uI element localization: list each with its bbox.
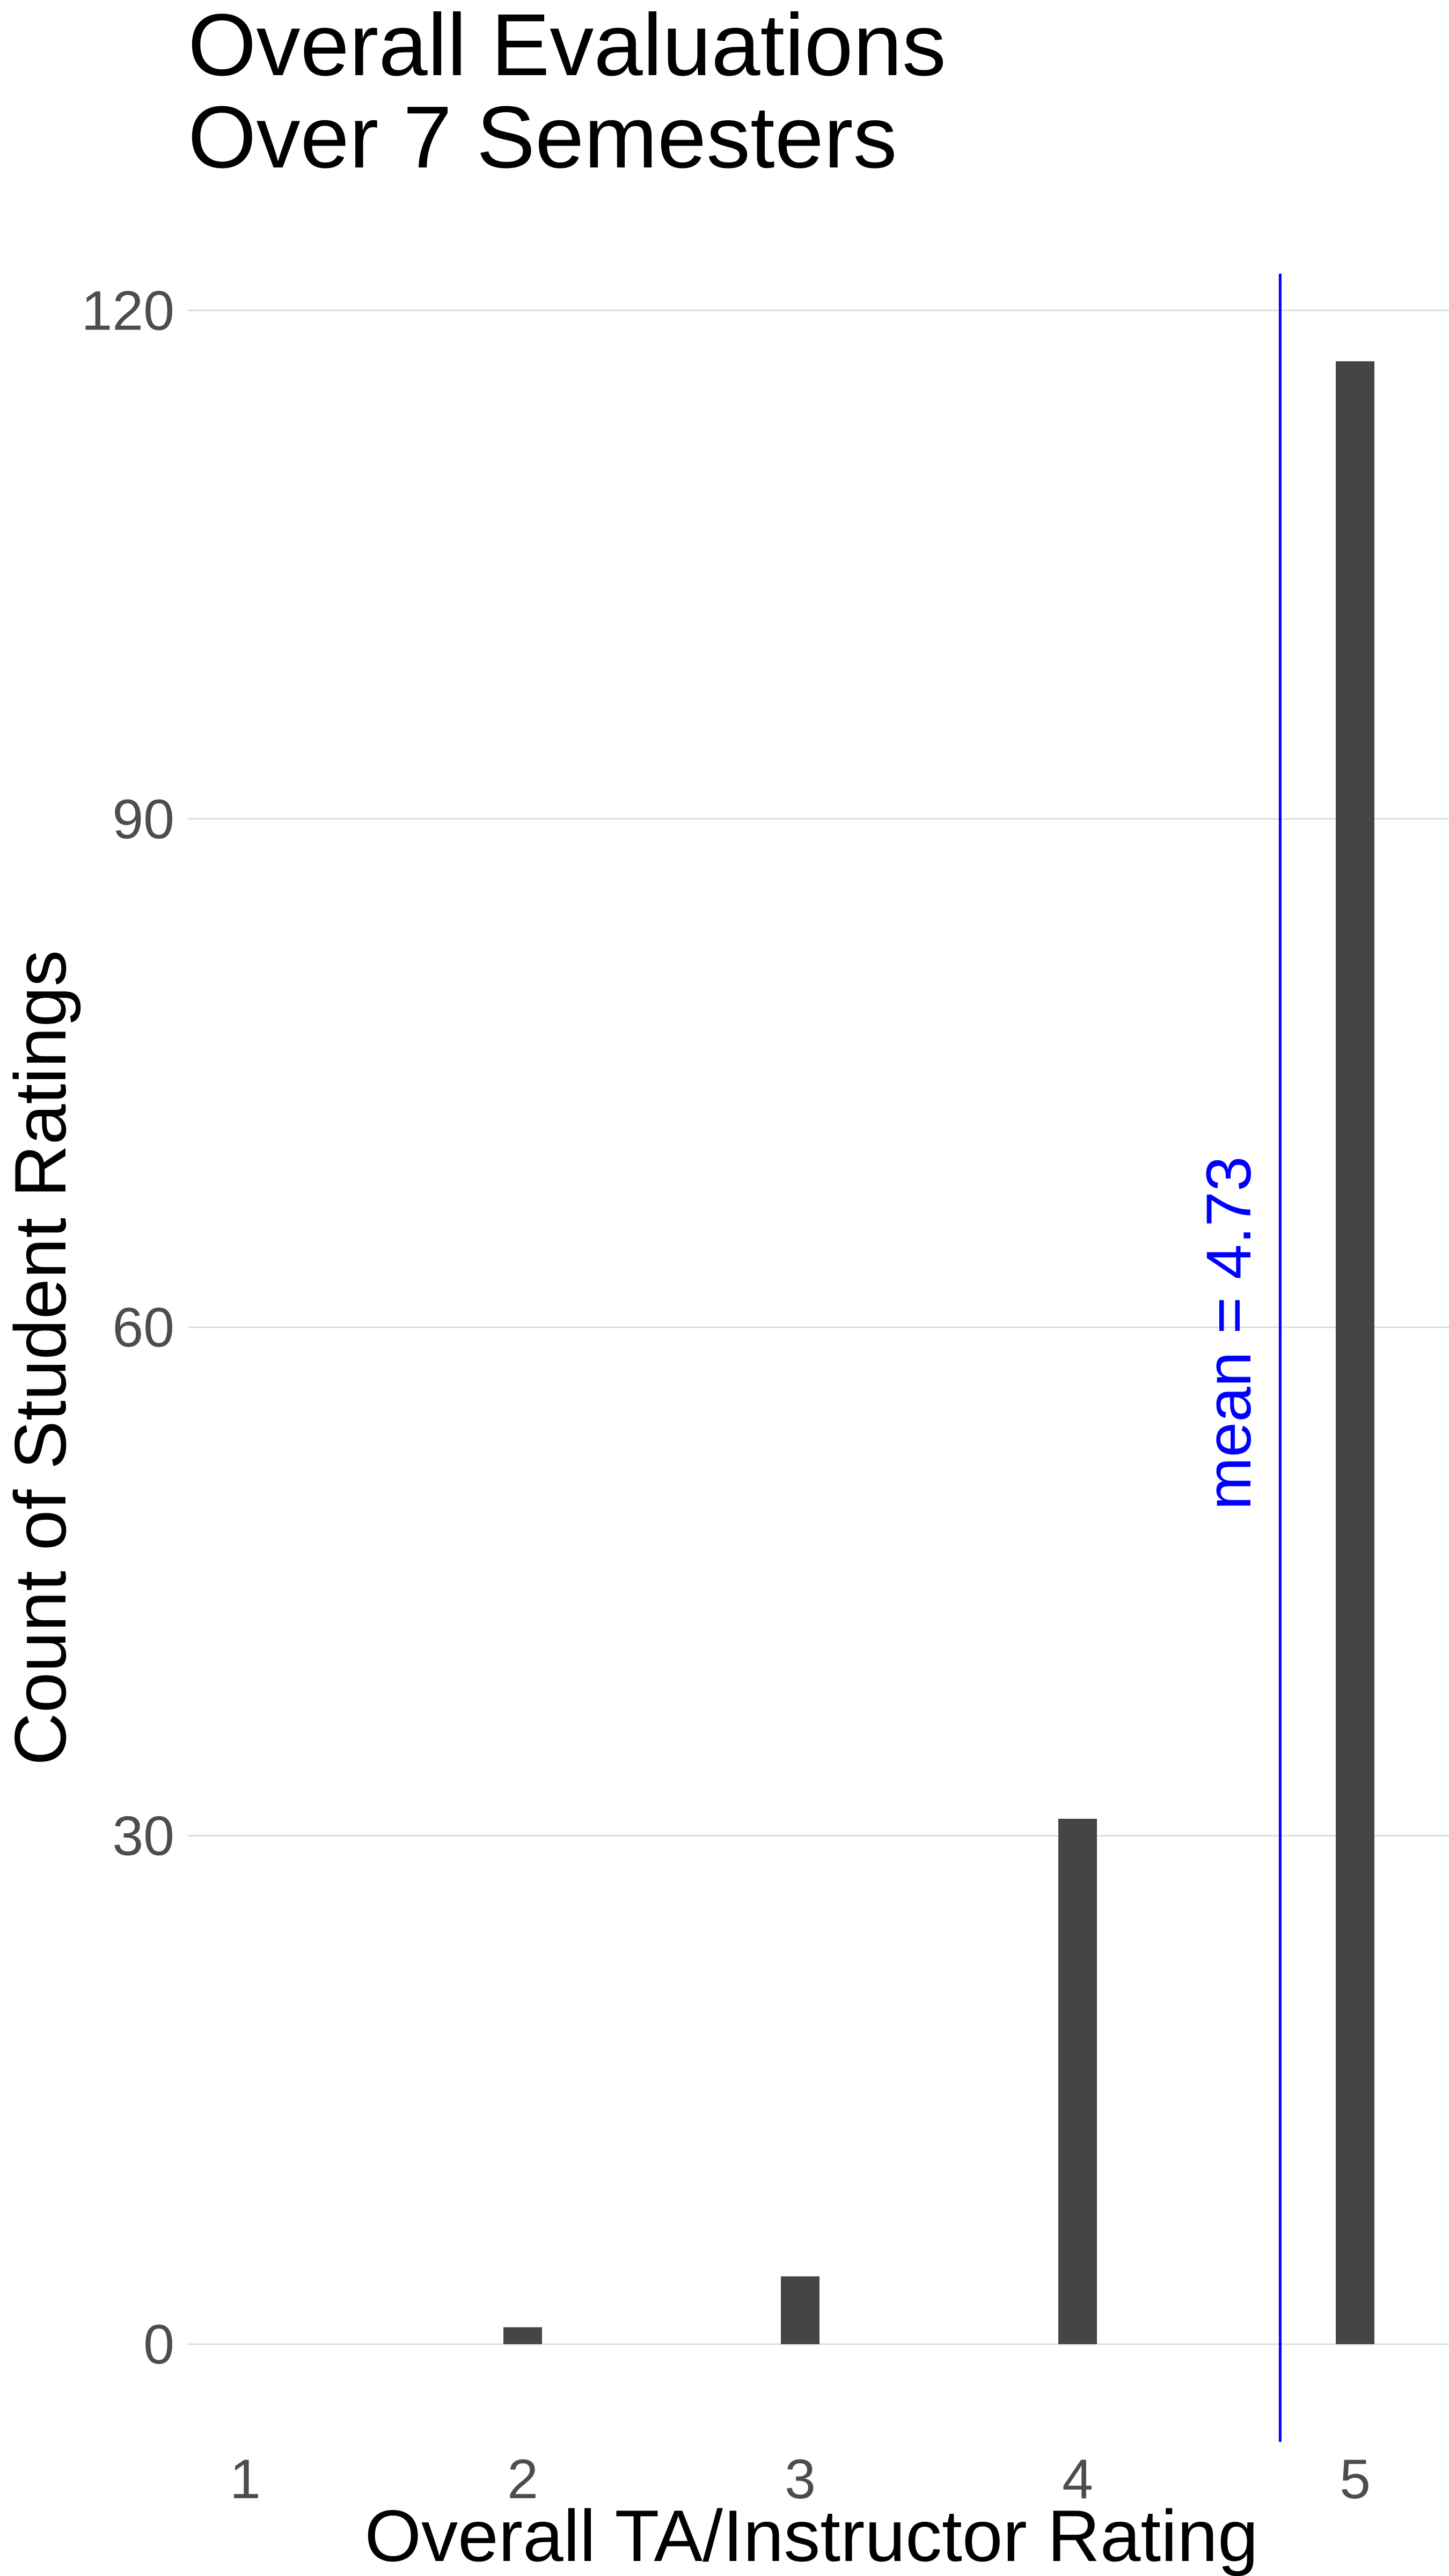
bar-rating-2 [503,2327,542,2344]
chart-title-line-1: Overall Evaluations [188,0,946,94]
mean-label: mean = 4.73 [1194,1156,1264,1510]
bar-rating-4 [1058,1819,1097,2344]
y-axis-ticks: 0 30 60 90 120 [81,280,174,2376]
bar-rating-3 [781,2276,819,2344]
y-tick-label: 90 [112,788,174,851]
x-tick-label: 1 [230,2448,261,2511]
mean-annotation: mean = 4.73 [1194,274,1282,2442]
y-tick-label: 0 [143,2314,174,2376]
y-tick-label: 120 [81,280,174,342]
y-axis-title: Count of Student Ratings [0,950,81,1766]
gridlines [188,309,1449,2345]
x-axis-ticks: 1 2 3 4 5 [230,2448,1371,2511]
x-axis-title: Overall TA/Instructor Rating [364,2495,1258,2576]
x-tick-label: 4 [1062,2448,1093,2511]
x-tick-label: 2 [507,2448,538,2511]
chart-title: Overall Evaluations Over 7 Semesters [188,0,946,186]
bar-rating-5 [1336,361,1374,2344]
x-tick-label: 5 [1340,2448,1371,2511]
chart-title-line-2: Over 7 Semesters [188,88,897,186]
y-tick-label: 60 [112,1297,174,1359]
x-tick-label: 3 [785,2448,816,2511]
y-tick-label: 30 [112,1805,174,1868]
bars [503,361,1374,2344]
